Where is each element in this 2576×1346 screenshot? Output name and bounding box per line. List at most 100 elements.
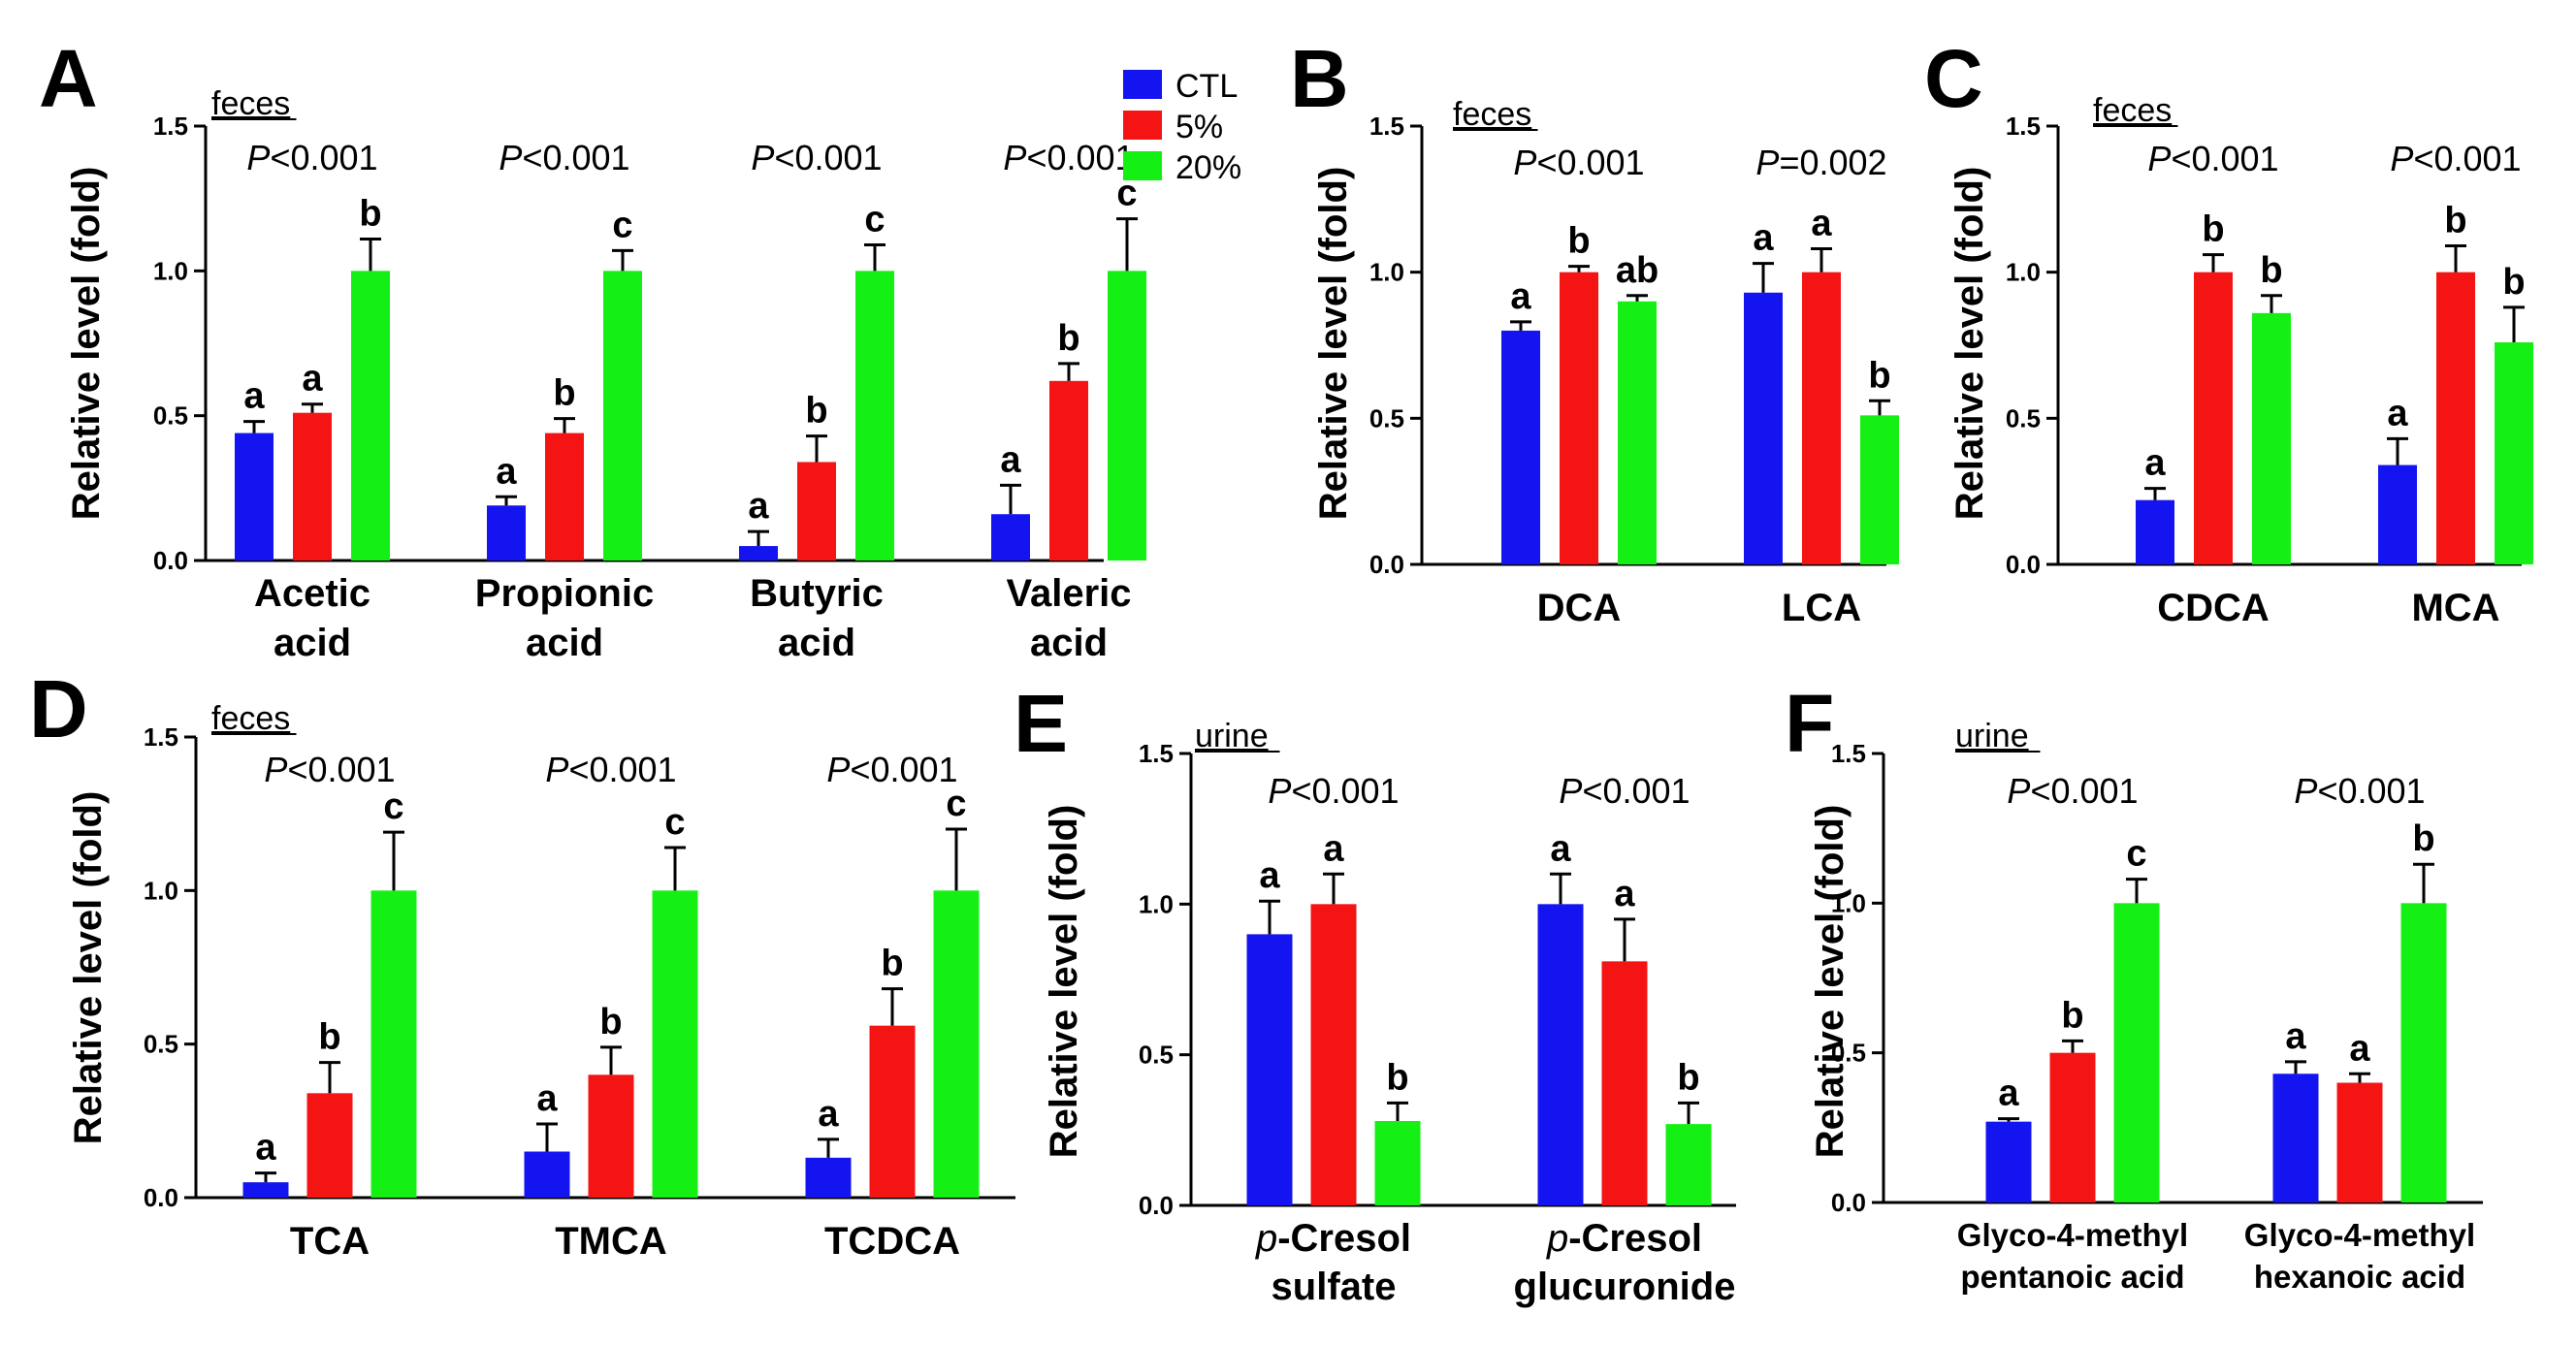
legend-label: CTL bbox=[1175, 68, 1238, 105]
bar-ctl bbox=[1985, 1121, 2032, 1202]
significance-letter: a bbox=[1811, 204, 1832, 244]
significance-letter: a bbox=[302, 359, 323, 400]
bar-5pct bbox=[1310, 904, 1357, 1205]
significance-letter: b bbox=[599, 1002, 622, 1042]
x-category-label: p-Cresol bbox=[1255, 1217, 1411, 1260]
x-category-label: DCA bbox=[1537, 587, 1622, 629]
panel-letter: F bbox=[1785, 678, 1834, 769]
p-value-label: P<0.001 bbox=[264, 750, 395, 789]
significance-letter: b bbox=[2412, 818, 2434, 859]
significance-letter: c bbox=[612, 205, 632, 245]
bar-5pct bbox=[869, 1025, 916, 1198]
x-category-label: Butyric bbox=[750, 572, 884, 615]
bar-5pct bbox=[2049, 1052, 2096, 1202]
y-tick-label: 1.5 bbox=[1831, 739, 1866, 768]
panel-letter: A bbox=[39, 33, 98, 124]
significance-letter: b bbox=[2502, 262, 2525, 303]
p-value-symbol: P bbox=[545, 750, 568, 789]
panel-f: F Relative level (fold) urine 0.0 0.5 1.0 1.5 a… bbox=[1785, 678, 2483, 1295]
p-value-number: =0.002 bbox=[1779, 143, 1886, 182]
p-value-symbol: P bbox=[2147, 139, 2171, 178]
p-value-symbol: P bbox=[499, 138, 522, 177]
y-tick-label: 1.0 bbox=[144, 876, 178, 905]
sample-label: feces bbox=[2093, 92, 2172, 129]
panel-a: A Relative level (fold) feces 0.0 0.5 1.0 1.5 a… bbox=[39, 33, 1146, 664]
p-value-number: <0.001 bbox=[522, 138, 629, 177]
x-category-label: MCA bbox=[2411, 587, 2499, 629]
x-category-label-line2: glucuronide bbox=[1514, 1266, 1736, 1308]
bar-5pct bbox=[588, 1074, 634, 1198]
x-category-label: Acetic bbox=[254, 572, 370, 615]
bar-5pct bbox=[797, 462, 836, 561]
p-value-symbol: P bbox=[1755, 143, 1779, 182]
bar-20pct bbox=[933, 890, 980, 1198]
bar-20pct bbox=[1665, 1124, 1712, 1205]
significance-letter: a bbox=[1000, 439, 1021, 480]
significance-letter: b bbox=[553, 373, 575, 414]
significance-letter: b bbox=[2260, 250, 2282, 291]
panel-c: C Relative level (fold) feces 0.0 0.5 1.0 1.5 a… bbox=[1924, 33, 2533, 629]
bar-20pct bbox=[855, 271, 894, 561]
significance-letter: c bbox=[664, 802, 685, 843]
significance-letter: b bbox=[805, 391, 827, 432]
p-value-number: <0.001 bbox=[568, 750, 676, 789]
bar-ctl bbox=[1744, 292, 1783, 564]
p-value-label: P=0.002 bbox=[1755, 143, 1886, 182]
y-axis-title: Relative level (fold) bbox=[67, 791, 110, 1145]
p-value-label: P<0.001 bbox=[246, 138, 377, 177]
p-value-label: P<0.001 bbox=[545, 750, 676, 789]
bar-ctl bbox=[235, 433, 274, 561]
x-category-text: -Cresol bbox=[1568, 1217, 1702, 1260]
y-tick-label: 0.5 bbox=[1139, 1041, 1174, 1070]
x-category-label: acid bbox=[778, 622, 855, 664]
bar-20pct bbox=[603, 271, 642, 561]
significance-letter: a bbox=[243, 376, 265, 417]
bar-ctl bbox=[524, 1151, 570, 1198]
significance-letter: a bbox=[2387, 393, 2408, 433]
y-tick-label: 0.0 bbox=[144, 1183, 178, 1212]
significance-letter: a bbox=[2285, 1016, 2306, 1057]
legend-label: 20% bbox=[1175, 149, 1241, 186]
x-category-label: Glyco-4-methyl bbox=[1957, 1217, 2188, 1253]
significance-letter: b bbox=[1677, 1057, 1699, 1098]
bar-ctl bbox=[739, 546, 778, 561]
bar-5pct bbox=[306, 1093, 353, 1198]
x-category-text: -Cresol bbox=[1277, 1217, 1411, 1260]
bar-20pct bbox=[2495, 341, 2533, 564]
p-value-symbol: P bbox=[264, 750, 287, 789]
legend-swatch bbox=[1123, 70, 1162, 99]
p-value-label: P<0.001 bbox=[826, 750, 957, 789]
p-value-number: <0.001 bbox=[2413, 139, 2521, 178]
bar-5pct bbox=[1601, 961, 1648, 1205]
bar-ctl bbox=[1501, 330, 1540, 564]
panel-letter: E bbox=[1014, 678, 1068, 769]
y-axis-title: Relative level (fold) bbox=[1312, 167, 1355, 521]
significance-letter: a bbox=[818, 1094, 839, 1135]
y-tick-label: 0.5 bbox=[153, 401, 188, 431]
significance-letter: b bbox=[318, 1017, 340, 1058]
panel-letter: C bbox=[1924, 33, 1983, 124]
significance-letter: b bbox=[2444, 201, 2466, 241]
bar-ctl bbox=[805, 1157, 852, 1198]
y-tick-label: 0.5 bbox=[1831, 1039, 1866, 1068]
bar-20pct bbox=[1374, 1121, 1421, 1205]
bar-ctl bbox=[2136, 499, 2174, 564]
bar-20pct bbox=[1618, 301, 1657, 564]
y-tick-label: 1.5 bbox=[1369, 112, 1404, 141]
x-category-label: TMCA bbox=[555, 1220, 667, 1263]
x-category-label: CDCA bbox=[2157, 587, 2270, 629]
p-value-number: <0.001 bbox=[287, 750, 395, 789]
significance-letter: b bbox=[2202, 209, 2224, 250]
p-value-number: <0.001 bbox=[270, 138, 377, 177]
p-value-label: P<0.001 bbox=[1513, 143, 1644, 182]
sample-label: urine bbox=[1195, 718, 1269, 754]
p-value-symbol: P bbox=[2294, 771, 2317, 811]
significance-letter: a bbox=[1753, 218, 1774, 259]
bar-ctl bbox=[2272, 1074, 2319, 1202]
x-category-label: LCA bbox=[1782, 587, 1861, 629]
bar-20pct bbox=[1108, 271, 1146, 561]
p-value-symbol: P bbox=[1513, 143, 1536, 182]
x-category-label-line2: sulfate bbox=[1272, 1266, 1397, 1308]
x-category-label: acid bbox=[1030, 622, 1108, 664]
